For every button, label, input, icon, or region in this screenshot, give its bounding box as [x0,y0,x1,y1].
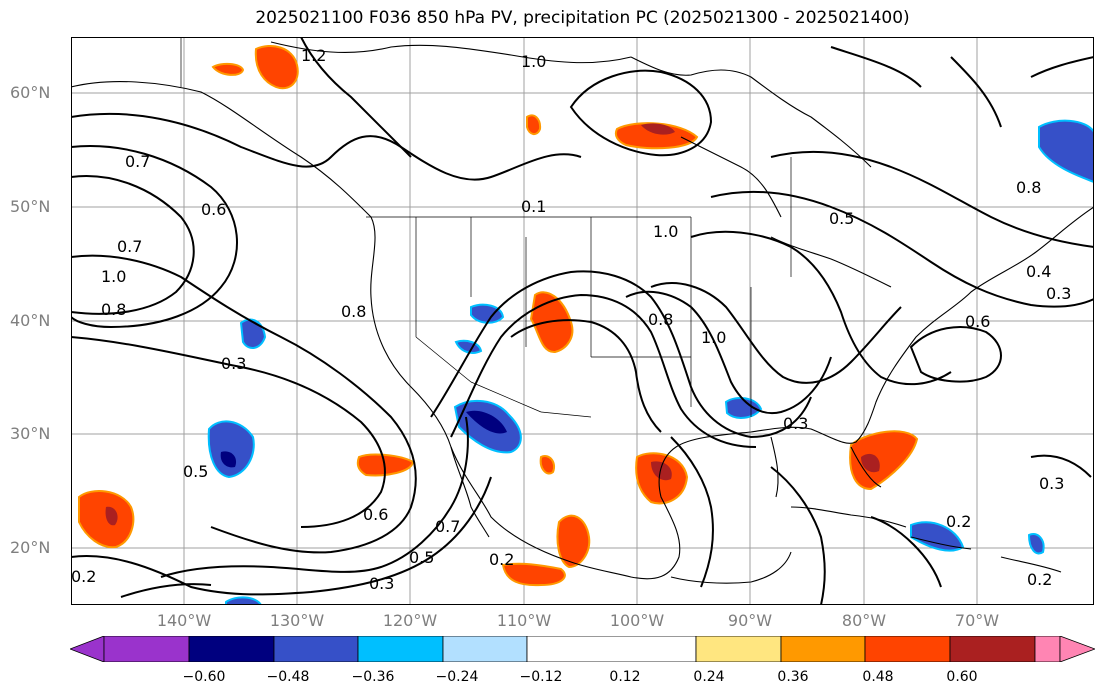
contour-label: 1.0 [653,222,678,241]
precip-negative-areas [207,119,1094,605]
contour-label: 0.4 [1026,262,1051,281]
contour-label: 0.3 [1046,284,1071,303]
colorbar-tick-label: −0.36 [351,669,395,685]
colorbar-segment [442,636,528,662]
contour-label: 0.6 [965,312,990,331]
precip-neg-louisiana [724,396,763,419]
colorbar-tick-label: −0.24 [435,669,479,685]
precip-pacific-west [78,490,135,549]
lon-label: 130°W [269,611,325,630]
colorbar-tick-label: 0.36 [777,669,809,685]
contour-labels: 1.2 1.0 1.0 1.0 1.0 0.8 0.8 0.8 0.8 0.7 … [71,46,1071,593]
contour-label: 0.8 [341,302,366,321]
lat-label: 20°N [10,538,51,557]
precip-neg-pacific-west [207,420,255,479]
lon-label: 120°W [382,611,438,630]
contour-label: 0.7 [117,237,142,256]
precip-neg-utah [470,303,505,324]
contour-label: 0.5 [409,548,434,567]
contour-label: 0.2 [489,550,514,569]
contour-label: 0.2 [71,567,96,586]
precip-alberta [526,114,542,135]
colorbar-tick-label: −0.48 [266,669,310,685]
lon-label: 140°W [156,611,212,630]
contour-label: 0.5 [829,209,854,228]
colorbar-segment [695,636,782,662]
lon-label: 110°W [496,611,552,630]
lon-label: 100°W [609,611,665,630]
precip-neg-pacific-south [225,596,263,605]
precip-texas-small [539,455,555,475]
colorbar-segment [1034,636,1061,662]
precip-neg-nevada [454,339,483,354]
colorbar-segment [526,636,697,662]
colorbar-segment [357,636,444,662]
precip-mexico-central [556,514,591,569]
precip-alaska-blob [254,45,299,90]
colorbar-segment [188,636,275,662]
lat-label: 60°N [10,83,51,102]
colorbar-tick-label: 0.12 [609,669,641,685]
contour-label: 0.3 [221,354,246,373]
coastlines [71,41,1094,584]
colorbar-tick-label: −0.60 [182,669,226,685]
weather-map: 1.2 1.0 1.0 1.0 1.0 0.8 0.8 0.8 0.8 0.7 … [71,37,1094,605]
political-borders [180,37,792,418]
lat-label: 30°N [10,424,51,443]
lon-label: 90°W [727,611,773,630]
contour-label: 1.0 [701,328,726,347]
contour-label: 0.6 [363,505,388,524]
precip-neg-caribbean [910,521,965,552]
precip-neg-pacific-mid [239,318,267,349]
contour-label: 0.8 [101,300,126,319]
precip-canada-north [614,122,699,150]
contour-label: 0.3 [783,414,808,433]
colorbar [70,636,1095,662]
colorbar-extend-low [70,636,105,662]
contour-label: 0.3 [1039,474,1064,493]
precip-positive-areas [78,45,919,587]
contour-label: 0.5 [183,462,208,481]
colorbar-tick-label: 0.24 [693,669,725,685]
colorbar-segment [864,636,951,662]
colorbar-extend-high [1059,636,1095,662]
contour-label: 1.0 [521,52,546,71]
colorbar-segment [949,636,1036,662]
colorbar-tick-label: 0.60 [946,669,978,685]
colorbar-segments [70,636,1095,662]
precip-neg-labrador [1038,119,1094,184]
contour-label: 0.2 [1027,570,1052,589]
contour-label: 0.3 [369,574,394,593]
contour-label: 1.0 [101,267,126,286]
colorbar-segment [103,636,190,662]
contour-label: 0.8 [648,310,673,329]
lon-label: 70°W [954,611,1000,630]
contour-label: 0.6 [201,200,226,219]
precip-florida-east [849,430,919,491]
lat-label: 40°N [10,311,51,330]
precip-neg-atlantic-small [1027,533,1045,555]
contour-label: 1.2 [301,46,326,65]
lat-label: 50°N [10,197,51,216]
contour-label: 0.8 [1016,178,1041,197]
contour-label: 0.7 [125,152,150,171]
lon-label: 80°W [841,611,887,630]
lon-gridlines [183,37,978,605]
contour-label: 0.1 [521,197,546,216]
pv-contours [71,37,1094,605]
colorbar-tick-label: 0.48 [862,669,894,685]
precip-mexico-west [501,562,566,587]
colorbar-segment [273,636,359,662]
colorbar-tick-label: −0.12 [519,669,563,685]
map-title: 2025021100 F036 850 hPa PV, precipitatio… [255,8,910,28]
precip-alaska-small [211,62,245,76]
contour-label: 0.7 [435,517,460,536]
colorbar-segment [780,636,866,662]
contour-label: 0.2 [946,512,971,531]
